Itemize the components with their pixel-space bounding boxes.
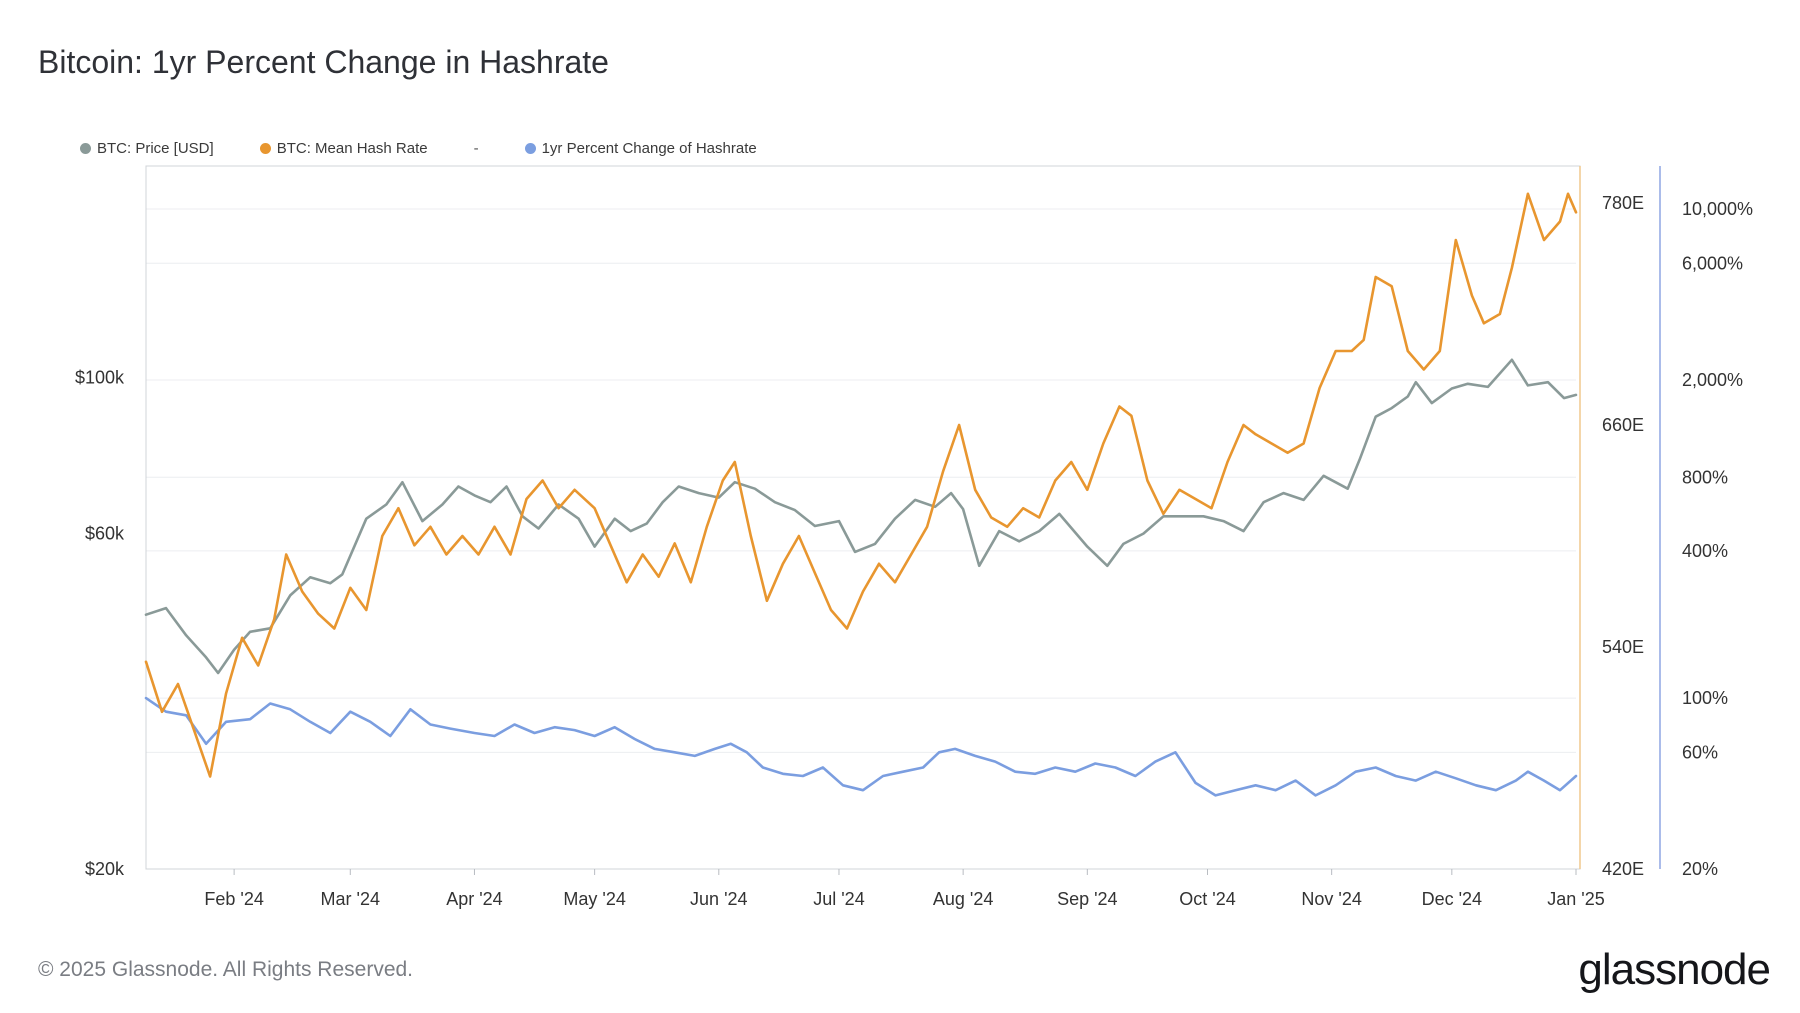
series-lines bbox=[144, 192, 1578, 797]
x-tick-label-10: Dec '24 bbox=[1422, 889, 1482, 909]
chart-legend: BTC: Price [USD] BTC: Mean Hash Rate - 1… bbox=[80, 140, 803, 157]
legend-separator: - bbox=[473, 140, 479, 157]
x-tick-label-11: Jan '25 bbox=[1547, 889, 1604, 909]
x-tick-label-2: Apr '24 bbox=[446, 889, 502, 909]
hashrate-tick-label-1: 540E bbox=[1602, 637, 1644, 657]
x-tick-label-3: May '24 bbox=[563, 889, 625, 909]
legend-item-hashrate[interactable]: BTC: Mean Hash Rate bbox=[259, 140, 428, 157]
x-tick-label-1: Mar '24 bbox=[321, 889, 380, 909]
price-tick-label-2: $100k bbox=[75, 368, 125, 388]
price-tick-label-0: $20k bbox=[85, 859, 125, 879]
glassnode-logo[interactable]: glassnode bbox=[1578, 945, 1771, 994]
plot-frame bbox=[145, 165, 1581, 870]
x-tick-label-5: Jul '24 bbox=[813, 889, 864, 909]
x-tick-label-4: Jun '24 bbox=[690, 889, 747, 909]
hashrate-tick-label-2: 660E bbox=[1602, 415, 1644, 435]
legend-dot-price bbox=[80, 143, 91, 154]
hashrate-tick-label-0: 420E bbox=[1602, 859, 1644, 879]
x-tick-label-7: Sep '24 bbox=[1057, 889, 1118, 909]
pct-change-tick-label-3: 400% bbox=[1682, 541, 1728, 561]
copyright-text: © 2025 Glassnode. All Rights Reserved. bbox=[38, 958, 414, 981]
x-tick-label-8: Oct '24 bbox=[1179, 889, 1235, 909]
pct-change-tick-label-0: 20% bbox=[1682, 859, 1718, 879]
legend-label-hashrate: BTC: Mean Hash Rate bbox=[276, 140, 428, 157]
legend-item-pct-change[interactable]: 1yr Percent Change of Hashrate bbox=[524, 140, 757, 157]
x-tick-label-0: Feb '24 bbox=[204, 889, 263, 909]
legend-label-pct-change: 1yr Percent Change of Hashrate bbox=[541, 140, 757, 157]
legend-dot-hashrate bbox=[259, 143, 271, 154]
series-line-hashrate[interactable] bbox=[144, 192, 1578, 778]
pct-change-tick-label-6: 6,000% bbox=[1682, 253, 1743, 273]
x-tick-label-9: Nov '24 bbox=[1301, 889, 1361, 909]
series-line-pct-change[interactable] bbox=[144, 696, 1578, 797]
hashrate-tick-label-3: 780E bbox=[1602, 193, 1644, 213]
legend-label-price: BTC: Price [USD] bbox=[97, 140, 214, 157]
x-tick-label-6: Aug '24 bbox=[933, 889, 994, 909]
pct-change-tick-label-7: 10,000% bbox=[1682, 199, 1753, 219]
pct-change-tick-label-2: 100% bbox=[1682, 688, 1728, 708]
pct-change-tick-label-1: 60% bbox=[1682, 742, 1718, 762]
chart-title: Bitcoin: 1yr Percent Change in Hashrate bbox=[38, 44, 609, 80]
series-line-price[interactable] bbox=[144, 358, 1578, 675]
axis-labels: Feb '24 Mar '24 Apr '24 May '24 Jun '24 Jul '… bbox=[75, 193, 1753, 909]
legend-item-price[interactable]: BTC: Price [USD] bbox=[80, 140, 214, 157]
pct-change-tick-label-4: 800% bbox=[1682, 467, 1728, 487]
legend-dot-pct-change bbox=[524, 143, 536, 154]
pct-change-tick-label-5: 2,000% bbox=[1682, 370, 1743, 390]
price-tick-label-1: $60k bbox=[85, 524, 125, 544]
